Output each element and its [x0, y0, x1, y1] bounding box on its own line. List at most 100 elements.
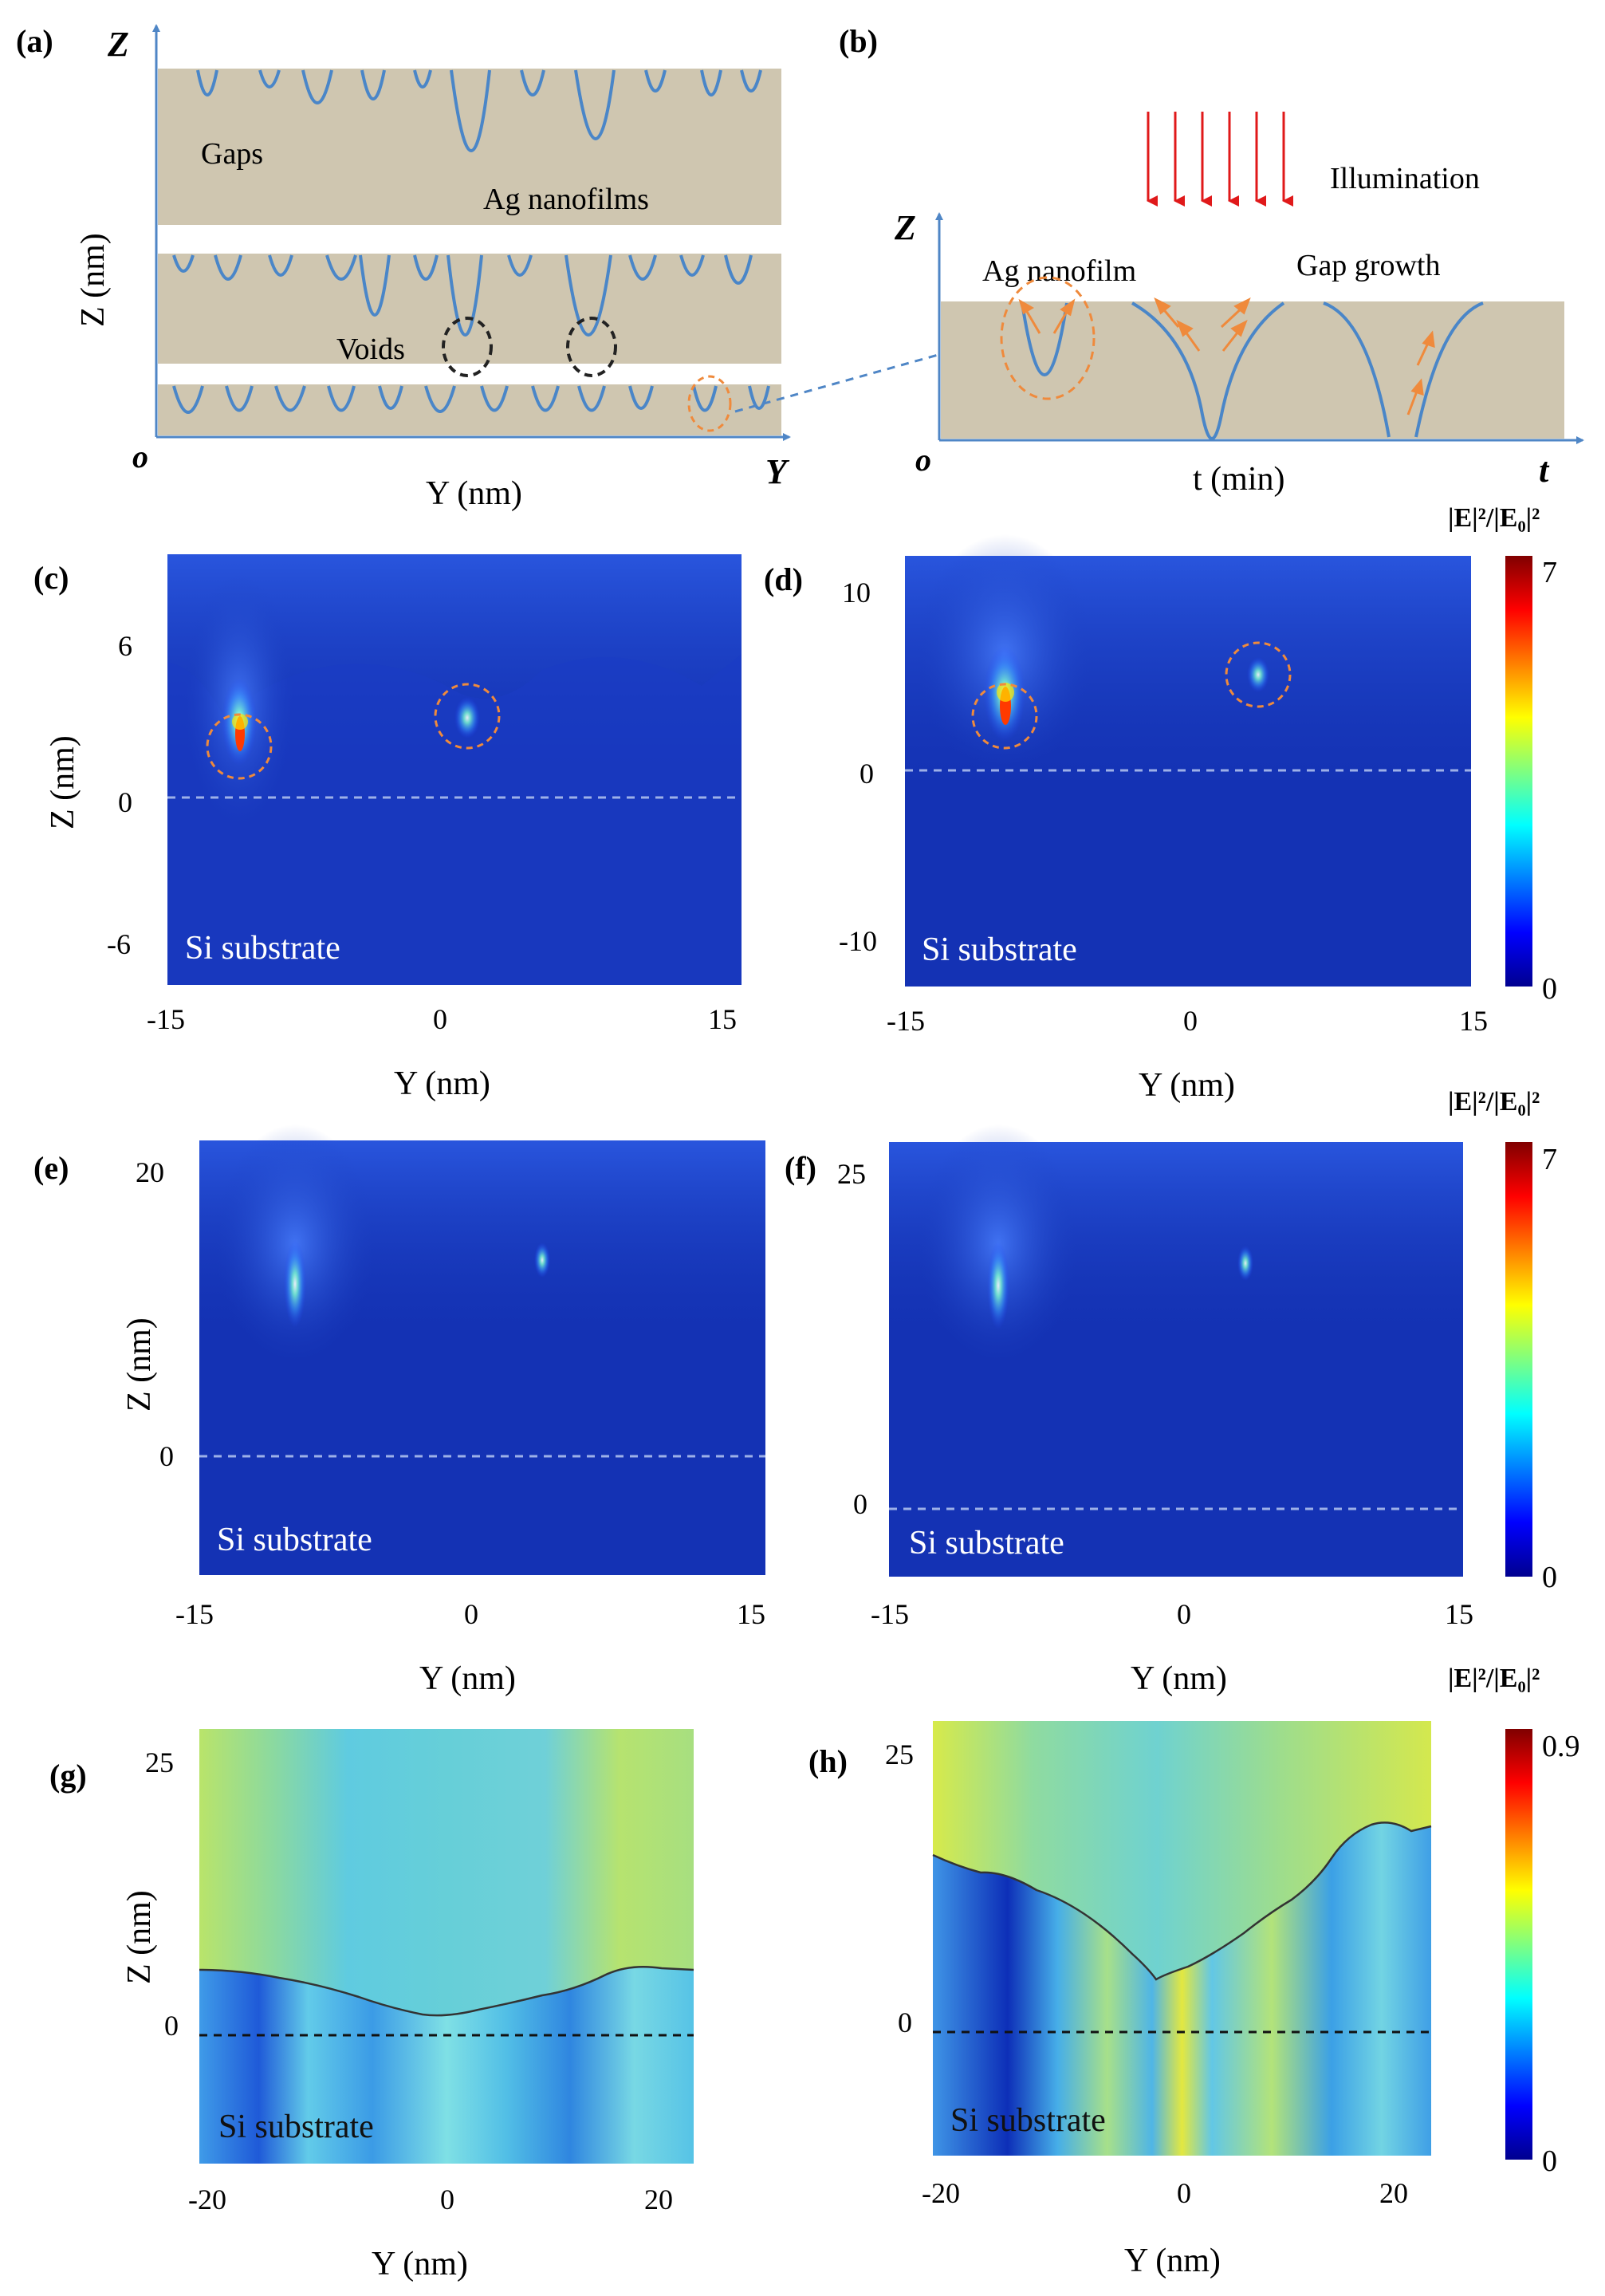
- panel-c-substrate-label: Si substrate: [185, 930, 340, 967]
- panel-e: (e) Si substrate 20 0 -15 0 15 Y (nm) Z …: [33, 1124, 765, 1697]
- panel-c-xtick-1: 0: [433, 1003, 447, 1035]
- illumination-arrows: [1147, 112, 1293, 207]
- panel-f-substrate-label: Si substrate: [909, 1525, 1064, 1562]
- panel-h-xtick-0: -20: [922, 2177, 960, 2209]
- panel-h-film-region: [933, 1721, 1431, 1979]
- panel-h-xlabel: Y (nm): [1124, 2243, 1221, 2279]
- panel-h-xtick-2: 20: [1379, 2177, 1408, 2209]
- panel-c-hotspot-2: [454, 697, 480, 738]
- colorbar-3-max: 0.9: [1542, 1730, 1580, 1763]
- panel-d-ytick-2: -10: [839, 925, 877, 957]
- panel-f-ytick-1: 0: [853, 1488, 867, 1520]
- panel-g-xtick-2: 20: [644, 2184, 673, 2215]
- panel-b-gap-3: [1323, 301, 1484, 438]
- panel-c-xtick-2: 15: [708, 1003, 737, 1035]
- panel-h-label: (h): [808, 1743, 848, 1779]
- panel-b-gap-1: [1021, 302, 1068, 376]
- panel-c-film-boundary: [167, 654, 742, 985]
- colorbar-2: [1505, 1142, 1532, 1577]
- panel-b-film: [941, 301, 1564, 439]
- panel-e-hotspot-2: [534, 1243, 550, 1278]
- panel-d-xtick-0: -15: [887, 1005, 925, 1037]
- panel-e-ytick-0: 20: [136, 1156, 164, 1188]
- panel-a-gap-profile-middle: [172, 254, 753, 337]
- panel-g-substrate-label: Si substrate: [218, 2109, 374, 2145]
- panel-g-film-profile: [199, 1965, 694, 2017]
- panel-a-void-circle-2: [566, 317, 617, 377]
- panel-e-ytick-1: 0: [159, 1440, 174, 1472]
- panel-g-xtick-1: 0: [440, 2184, 454, 2215]
- colorbar-1: [1505, 556, 1532, 987]
- panel-a-gap-profile-top: [196, 69, 762, 152]
- panel-c-ytick-2: -6: [107, 928, 131, 960]
- colorbar-2-title: |E|²/|E₀|²: [1448, 1087, 1540, 1116]
- panel-d-ytick-0: 10: [842, 577, 871, 608]
- colorbar-3: [1505, 1729, 1532, 2160]
- panel-e-ylabel: Z (nm): [121, 1317, 158, 1412]
- panel-f-label: (f): [785, 1150, 816, 1186]
- colorbar-3-min: 0: [1542, 2144, 1557, 2178]
- panel-d-substrate-label: Si substrate: [922, 931, 1077, 968]
- panel-a-label: (a): [16, 23, 53, 59]
- panel-a-axis-y: Y: [765, 452, 790, 491]
- panel-a-film-top: [158, 69, 781, 225]
- panel-f: (f) Si substrate 25 0 -15 0 15 Y (nm): [785, 1124, 1473, 1697]
- panel-g-xtick-0: -20: [188, 2184, 226, 2215]
- panel-a-film-bottom: [158, 384, 781, 435]
- growth-arrows: [1018, 297, 1435, 415]
- panel-c-hotspot-1-core-yellow: [232, 714, 248, 730]
- panel-h-xtick-1: 0: [1177, 2177, 1191, 2209]
- colorbar-1-min: 0: [1542, 972, 1557, 1006]
- panel-e-xtick-0: -15: [175, 1598, 214, 1630]
- panel-g-ytick-1: 0: [164, 2010, 179, 2042]
- panel-d-xlabel: Y (nm): [1139, 1067, 1235, 1104]
- panel-c-xtick-0: -15: [147, 1003, 185, 1035]
- panel-g-film-region: [199, 1729, 694, 2016]
- panel-f-hotspot-1: [987, 1242, 1009, 1329]
- panel-f-xtick-1: 0: [1177, 1598, 1191, 1630]
- panel-e-xlabel: Y (nm): [419, 1660, 516, 1697]
- panel-d-xtick-2: 15: [1459, 1005, 1488, 1037]
- panel-d-label: (d): [764, 561, 803, 597]
- panel-a-axis-z: Z: [107, 25, 129, 64]
- panel-c-ylabel: Z (nm): [45, 735, 81, 829]
- colorbar-1-title: |E|²/|E₀|²: [1448, 503, 1540, 533]
- panel-b-origin: o: [915, 442, 931, 478]
- panel-h-substrate-label: Si substrate: [950, 2102, 1106, 2139]
- panel-d-ytick-1: 0: [860, 758, 874, 790]
- panel-g-ylabel: Z (nm): [121, 1890, 158, 1984]
- panel-a-highlight-circle: [687, 375, 732, 432]
- panel-d-hotspot-1-core-yellow: [997, 683, 1014, 702]
- panel-d-marker-circle-2: [1225, 641, 1292, 708]
- panel-a-gaps-label: Gaps: [201, 137, 263, 171]
- panel-b-axis-t: t: [1539, 451, 1550, 490]
- panel-b-axis-z: Z: [894, 208, 916, 247]
- panel-c-marker-circle-1: [206, 713, 273, 780]
- panel-f-xlabel: Y (nm): [1131, 1660, 1227, 1697]
- panel-h: (h) Si substrate 25 0 -20 0 20 Y (nm): [808, 1721, 1432, 2279]
- panel-b: (b) Z Illumination Ag nanofilm Gap growt…: [839, 23, 1584, 498]
- panel-b-label: (b): [839, 23, 878, 59]
- panel-c: (c) Si substrate 6 0 -6 -15 0 15 Y (nm) …: [33, 554, 742, 1102]
- panel-a-origin: o: [132, 439, 148, 475]
- panel-h-ytick-0: 25: [885, 1739, 914, 1770]
- panel-e-xtick-2: 15: [737, 1598, 765, 1630]
- colorbar-2-min: 0: [1542, 1561, 1557, 1594]
- panel-b-xlabel: t (min): [1193, 461, 1284, 498]
- panel-f-ytick-0: 25: [837, 1158, 866, 1190]
- panel-b-gap-2: [1131, 301, 1285, 440]
- panel-f-hotspot-2: [1237, 1246, 1253, 1281]
- panel-a-gap-profile-bottom: [172, 385, 770, 414]
- panel-a-voids-label: Voids: [336, 333, 405, 366]
- panel-a-xlabel: Y (nm): [426, 475, 522, 512]
- panel-c-ytick-0: 6: [118, 630, 132, 662]
- panel-g-xlabel: Y (nm): [372, 2246, 468, 2282]
- panel-g-ytick-0: 25: [145, 1747, 174, 1778]
- panel-b-illumination-label: Illumination: [1330, 162, 1480, 195]
- panel-c-xlabel: Y (nm): [394, 1065, 490, 1102]
- panel-e-label: (e): [33, 1150, 69, 1186]
- colorbar-3-title: |E|²/|E₀|²: [1448, 1664, 1540, 1693]
- panel-c-ytick-1: 0: [118, 786, 132, 818]
- panel-e-xtick-1: 0: [464, 1598, 478, 1630]
